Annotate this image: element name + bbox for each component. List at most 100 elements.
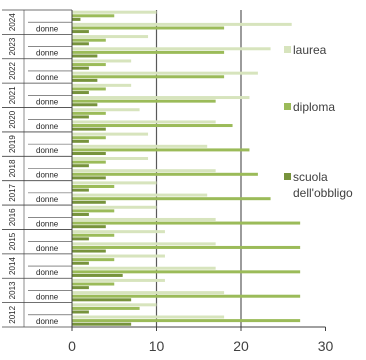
bar-diploma-2019-donne [72, 148, 250, 152]
bar-diploma-2023-donne [72, 50, 225, 54]
legend: laurea diploma scuola dell'obbligo [284, 43, 353, 200]
bar-diploma-2023-first [72, 38, 106, 42]
bar-scuola-dell-obbligo-2021-first [72, 91, 89, 95]
category-label-donne-2015: donne [36, 244, 59, 253]
bar-diploma-2015-first [72, 233, 115, 237]
bar-scuola-dell-obbligo-2022-donne [72, 78, 98, 82]
legend-swatch-diploma [284, 103, 291, 110]
legend-label-scuola-line1: scuola [293, 170, 328, 184]
year-label-2015: 2015 [8, 232, 17, 250]
bar-scuola-dell-obbligo-2023-donne [72, 54, 98, 58]
year-label-2019: 2019 [8, 135, 17, 153]
bar-laurea-2013-donne [72, 291, 225, 295]
bar-scuola-dell-obbligo-2014-donne [72, 273, 123, 277]
category-label-donne-2024: donne [36, 24, 59, 33]
bar-scuola-dell-obbligo-2020-donne [72, 127, 106, 131]
x-tick-label-0: 0 [68, 338, 76, 354]
bar-scuola-dell-obbligo-2018-donne [72, 176, 106, 180]
bar-scuola-dell-obbligo-2016-donne [72, 225, 106, 229]
bar-scuola-dell-obbligo-2020-first [72, 115, 89, 119]
category-label-donne-2020: donne [36, 122, 59, 131]
bar-laurea-2014-donne [72, 266, 216, 270]
legend-swatch-scuola-dell-obbligo [284, 173, 291, 180]
category-label-donne-2017: donne [36, 195, 59, 204]
bar-laurea-2015-donne [72, 242, 216, 246]
bar-diploma-2012-first [72, 306, 140, 310]
category-label-donne-2013: donne [36, 293, 59, 302]
bar-diploma-2014-donne [72, 270, 301, 274]
y-axis: donne 2024 donne 2023 donne 2022 donne 2021 donn… [2, 9, 73, 328]
bar-laurea-2021-first [72, 83, 132, 87]
x-tick-label-30: 30 [318, 338, 334, 354]
bar-scuola-dell-obbligo-2014-first [72, 261, 89, 265]
bar-diploma-2018-donne [72, 172, 258, 176]
year-label-2022: 2022 [8, 62, 17, 80]
bar-laurea-2016-first [72, 205, 157, 209]
bar-diploma-2021-donne [72, 99, 216, 103]
bar-laurea-2012-donne [72, 315, 225, 319]
bar-scuola-dell-obbligo-2015-first [72, 237, 89, 241]
bar-laurea-2020-donne [72, 120, 216, 124]
bar-scuola-dell-obbligo-2022-first [72, 66, 89, 70]
bar-scuola-dell-obbligo-2012-donne [72, 322, 132, 326]
bar-laurea-2012-first [72, 303, 157, 307]
bar-laurea-2023-donne [72, 47, 271, 51]
category-label-donne-2022: donne [36, 73, 59, 82]
bar-diploma-2020-first [72, 111, 106, 115]
bar-scuola-dell-obbligo-2023-first [72, 42, 89, 46]
bar-laurea-2022-donne [72, 71, 258, 75]
legend-label-diploma: diploma [293, 100, 335, 114]
bar-laurea-2024-donne [72, 22, 292, 26]
category-label-donne-2018: donne [36, 171, 59, 180]
bar-scuola-dell-obbligo-2017-donne [72, 200, 106, 204]
bar-laurea-2023-first [72, 35, 149, 39]
year-label-2018: 2018 [8, 159, 17, 177]
bar-laurea-2016-donne [72, 217, 216, 221]
year-label-2021: 2021 [8, 86, 17, 104]
bar-scuola-dell-obbligo-2024-donne [72, 30, 89, 34]
bar-diploma-2022-first [72, 63, 106, 67]
bar-diploma-2018-first [72, 160, 106, 164]
legend-label-laurea: laurea [293, 43, 327, 57]
bar-laurea-2018-first [72, 157, 149, 161]
bar-scuola-dell-obbligo-2021-donne [72, 103, 98, 107]
bar-scuola-dell-obbligo-2013-first [72, 286, 89, 290]
bar-diploma-2014-first [72, 258, 115, 262]
bar-diploma-2024-first [72, 14, 115, 18]
year-label-2014: 2014 [8, 257, 17, 275]
bar-diploma-2022-donne [72, 75, 225, 79]
bar-laurea-2018-donne [72, 169, 216, 173]
category-label-donne-2021: donne [36, 97, 59, 106]
bar-laurea-2014-first [72, 254, 165, 258]
bar-diploma-2021-first [72, 87, 106, 91]
x-tick-label-20: 20 [233, 338, 249, 354]
year-label-2013: 2013 [8, 281, 17, 299]
bar-laurea-2019-donne [72, 144, 208, 148]
year-label-2020: 2020 [8, 110, 17, 128]
bar-diploma-2024-donne [72, 26, 225, 30]
bar-laurea-2021-donne [72, 96, 250, 100]
category-label-donne-2023: donne [36, 49, 59, 58]
year-label-2023: 2023 [8, 37, 17, 55]
bar-diploma-2015-donne [72, 245, 301, 249]
category-label-donne-2019: donne [36, 146, 59, 155]
bar-laurea-2024-first [72, 10, 157, 14]
bar-scuola-dell-obbligo-2019-first [72, 139, 89, 143]
bar-laurea-2022-first [72, 59, 132, 63]
plot-area [72, 10, 301, 327]
bar-diploma-2013-donne [72, 294, 301, 298]
bar-diploma-2013-first [72, 282, 115, 286]
legend-swatch-laurea [284, 46, 291, 53]
x-tick-label-10: 10 [149, 338, 165, 354]
bar-scuola-dell-obbligo-2016-first [72, 212, 89, 216]
bar-scuola-dell-obbligo-2015-donne [72, 249, 106, 253]
category-label-donne-2012: donne [36, 317, 59, 326]
bar-diploma-2016-donne [72, 221, 301, 225]
bar-diploma-2017-donne [72, 197, 271, 201]
bar-laurea-2013-first [72, 278, 165, 282]
x-axis: 0 10 20 30 [68, 326, 334, 354]
bar-diploma-2012-donne [72, 319, 301, 323]
bar-scuola-dell-obbligo-2018-first [72, 164, 89, 168]
bar-laurea-2019-first [72, 132, 149, 136]
bar-laurea-2015-first [72, 230, 165, 234]
